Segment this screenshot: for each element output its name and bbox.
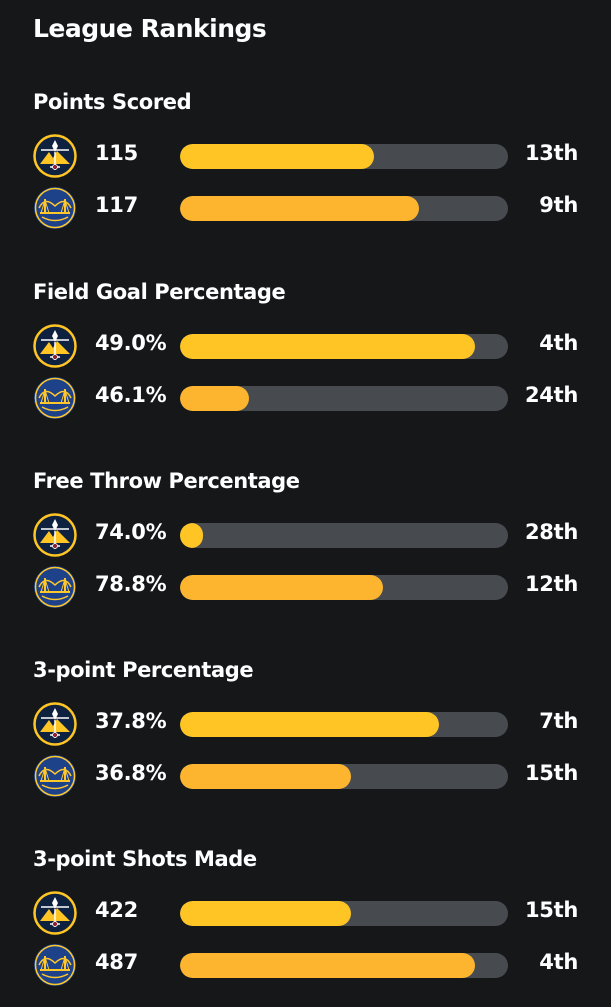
category-title: Points Scored bbox=[33, 90, 192, 114]
stat-value: 487 bbox=[95, 950, 138, 974]
team-row-warriors: 78.8% 12th bbox=[0, 563, 611, 613]
rank-bar-fill bbox=[180, 712, 440, 737]
category-title: Free Throw Percentage bbox=[33, 469, 300, 493]
rank-bar-fill bbox=[180, 144, 374, 169]
rank-bar-fill bbox=[180, 901, 351, 926]
rank-bar-track bbox=[180, 764, 508, 789]
warriors-logo-icon bbox=[33, 565, 77, 609]
rank-bar-track bbox=[180, 196, 508, 221]
rank-bar-fill bbox=[180, 764, 351, 789]
rank-bar-track bbox=[180, 901, 508, 926]
stat-value: 37.8% bbox=[95, 709, 167, 733]
rank-bar-fill bbox=[180, 196, 420, 221]
league-rank: 9th bbox=[539, 193, 578, 217]
ranking-section-3-point-shots-made: 3-point Shots Made 422 15th 487 4th bbox=[0, 847, 611, 1007]
team-row-nuggets: 422 15th bbox=[0, 889, 611, 939]
league-rank: 12th bbox=[524, 572, 578, 596]
rank-bar-fill bbox=[180, 334, 476, 359]
category-title: 3-point Percentage bbox=[33, 658, 254, 682]
rank-bar-track bbox=[180, 712, 508, 737]
league-rank: 15th bbox=[524, 761, 578, 785]
ranking-section-free-throw-percentage: Free Throw Percentage 74.0% 28th 78.8% 1… bbox=[0, 469, 611, 629]
stat-value: 36.8% bbox=[95, 761, 167, 785]
nuggets-logo-icon bbox=[33, 513, 77, 557]
league-rank: 7th bbox=[539, 709, 578, 733]
league-rank: 4th bbox=[539, 950, 578, 974]
nuggets-logo-icon bbox=[33, 134, 77, 178]
stat-value: 115 bbox=[95, 141, 138, 165]
rank-bar-fill bbox=[180, 386, 249, 411]
category-title: Field Goal Percentage bbox=[33, 280, 286, 304]
rank-bar-track bbox=[180, 575, 508, 600]
team-row-nuggets: 37.8% 7th bbox=[0, 700, 611, 750]
ranking-section-field-goal-percentage: Field Goal Percentage 49.0% 4th 46.1% 24… bbox=[0, 280, 611, 440]
stat-value: 49.0% bbox=[95, 331, 167, 355]
nuggets-logo-icon bbox=[33, 702, 77, 746]
team-row-warriors: 487 4th bbox=[0, 941, 611, 991]
rank-bar-track bbox=[180, 953, 508, 978]
team-row-warriors: 46.1% 24th bbox=[0, 374, 611, 424]
team-row-warriors: 36.8% 15th bbox=[0, 752, 611, 802]
rank-bar-track bbox=[180, 523, 508, 548]
team-row-nuggets: 115 13th bbox=[0, 132, 611, 182]
rank-bar-fill bbox=[180, 953, 476, 978]
league-rank: 13th bbox=[524, 141, 578, 165]
page-title: League Rankings bbox=[33, 14, 267, 43]
team-row-warriors: 117 9th bbox=[0, 184, 611, 234]
warriors-logo-icon bbox=[33, 754, 77, 798]
warriors-logo-icon bbox=[33, 376, 77, 420]
league-rank: 24th bbox=[524, 383, 578, 407]
category-title: 3-point Shots Made bbox=[33, 847, 257, 871]
nuggets-logo-icon bbox=[33, 324, 77, 368]
league-rank: 15th bbox=[524, 898, 578, 922]
stat-value: 78.8% bbox=[95, 572, 167, 596]
rank-bar-track bbox=[180, 334, 508, 359]
ranking-section-3-point-percentage: 3-point Percentage 37.8% 7th 36.8% 15th bbox=[0, 658, 611, 818]
ranking-section-points-scored: Points Scored 115 13th 117 9th bbox=[0, 90, 611, 250]
rank-bar-fill bbox=[180, 575, 384, 600]
nuggets-logo-icon bbox=[33, 891, 77, 935]
league-rank: 4th bbox=[539, 331, 578, 355]
rank-bar-track bbox=[180, 386, 508, 411]
team-row-nuggets: 74.0% 28th bbox=[0, 511, 611, 561]
warriors-logo-icon bbox=[33, 943, 77, 987]
league-rank: 28th bbox=[524, 520, 578, 544]
stat-value: 74.0% bbox=[95, 520, 167, 544]
rank-bar-fill bbox=[180, 523, 203, 548]
team-row-nuggets: 49.0% 4th bbox=[0, 322, 611, 372]
rank-bar-track bbox=[180, 144, 508, 169]
warriors-logo-icon bbox=[33, 186, 77, 230]
stat-value: 46.1% bbox=[95, 383, 167, 407]
stat-value: 117 bbox=[95, 193, 138, 217]
stat-value: 422 bbox=[95, 898, 138, 922]
